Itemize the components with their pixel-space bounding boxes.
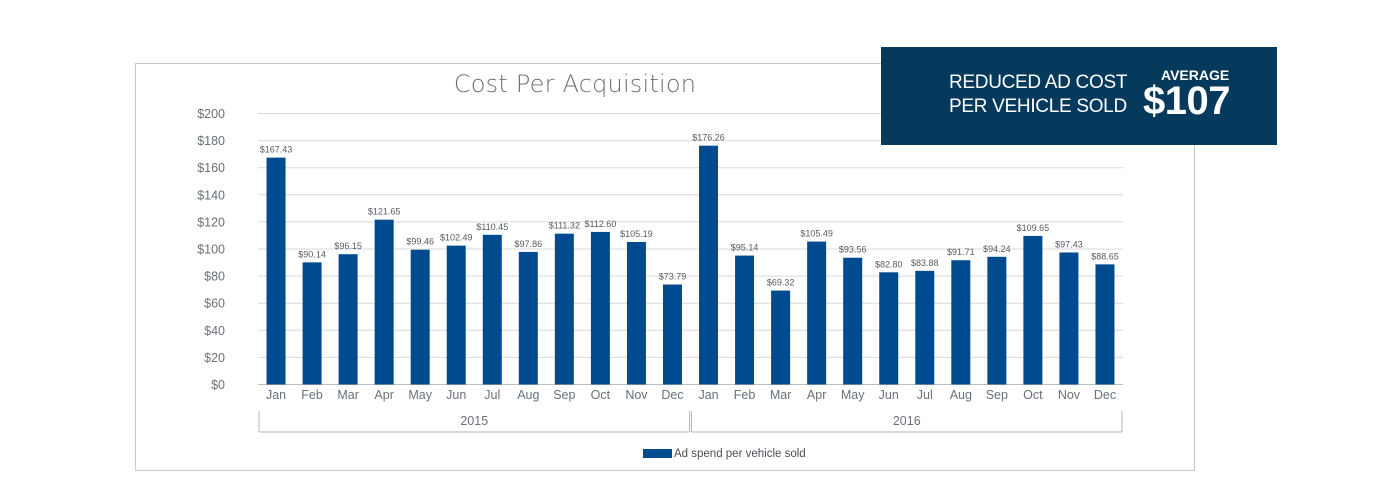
- bar: [446, 245, 466, 385]
- x-tick-label: Sep: [986, 388, 1008, 402]
- data-label: $110.45: [476, 222, 508, 232]
- bar: [374, 219, 394, 385]
- data-label: $88.65: [1091, 251, 1119, 261]
- data-label: $94.24: [983, 244, 1011, 254]
- x-tick-label: Nov: [625, 388, 648, 402]
- x-tick-label: Jul: [917, 388, 933, 402]
- y-tick-label: $160: [197, 161, 225, 175]
- bar: [482, 234, 502, 385]
- x-tick-label: Jul: [484, 388, 500, 402]
- data-label: $99.46: [406, 237, 434, 247]
- data-label: $121.65: [368, 207, 401, 217]
- data-label: $73.79: [659, 272, 687, 282]
- x-tick-label: Feb: [301, 388, 323, 402]
- data-label: $96.15: [334, 241, 362, 251]
- y-tick-label: $20: [204, 351, 225, 365]
- bar: [302, 262, 322, 385]
- bar: [987, 256, 1007, 385]
- x-tick-label: Sep: [553, 388, 575, 402]
- x-tick-label: Oct: [591, 388, 611, 402]
- x-tick-label: Dec: [661, 388, 683, 402]
- y-tick-label: $60: [204, 297, 225, 311]
- x-tick-label: Mar: [337, 388, 359, 402]
- x-tick-label: Nov: [1058, 388, 1081, 402]
- bar: [1095, 264, 1115, 385]
- data-label: $90.14: [298, 249, 326, 259]
- data-label: $112.60: [584, 219, 616, 229]
- x-tick-label: Jan: [698, 388, 718, 402]
- callout-line-1: REDUCED AD COST: [949, 72, 1128, 93]
- data-label: $111.32: [549, 221, 580, 231]
- x-tick-label: Dec: [1094, 388, 1116, 402]
- data-label: $83.88: [911, 258, 939, 268]
- bar: [410, 249, 430, 385]
- y-tick-label: $0: [211, 378, 225, 392]
- bar: [554, 233, 574, 385]
- data-label: $105.19: [620, 229, 653, 239]
- data-label: $176.26: [692, 133, 725, 143]
- average-label: AVERAGE: [1161, 67, 1230, 83]
- data-label: $102.49: [440, 233, 473, 243]
- y-tick-label: $80: [204, 270, 225, 284]
- y-tick-label: $140: [197, 188, 225, 202]
- bar: [879, 272, 899, 385]
- bar: [843, 257, 863, 385]
- y-tick-label: $120: [197, 215, 225, 229]
- x-tick-label: Jun: [879, 388, 899, 402]
- average-value: $107: [1143, 79, 1230, 123]
- bar: [1059, 252, 1079, 385]
- legend-label: Ad spend per vehicle sold: [674, 448, 806, 460]
- bar: [590, 231, 610, 385]
- x-tick-label: May: [408, 388, 432, 402]
- bar: [338, 254, 358, 385]
- data-label: $69.32: [767, 278, 795, 288]
- y-tick-label: $180: [197, 134, 225, 148]
- data-label: $97.43: [1055, 239, 1083, 249]
- data-label: $82.80: [875, 259, 903, 269]
- chart-title: Cost Per Acquisition: [453, 70, 697, 98]
- bar: [626, 241, 646, 385]
- group-label: 2015: [460, 414, 488, 428]
- data-label: $105.49: [800, 229, 833, 239]
- x-tick-label: May: [841, 388, 865, 402]
- x-tick-label: Jan: [266, 388, 286, 402]
- bar: [518, 251, 538, 385]
- data-label: $95.14: [731, 243, 759, 253]
- bar: [266, 157, 286, 385]
- callout-line-2: PER VEHICLE SOLD: [949, 96, 1127, 117]
- bar: [807, 241, 827, 385]
- x-tick-label: Apr: [374, 388, 393, 402]
- bar: [915, 270, 935, 385]
- legend-swatch: [643, 449, 672, 458]
- bar: [771, 290, 791, 385]
- x-tick-label: Apr: [807, 388, 826, 402]
- bar: [662, 284, 682, 385]
- group-label: 2016: [893, 414, 921, 428]
- bar: [951, 260, 971, 385]
- data-label: $167.43: [260, 145, 293, 155]
- data-label: $97.86: [515, 239, 543, 249]
- y-tick-label: $100: [197, 243, 225, 257]
- bar: [1023, 235, 1043, 385]
- data-label: $109.65: [1017, 223, 1050, 233]
- average-callout: REDUCED AD COST PER VEHICLE SOLD AVERAGE…: [881, 47, 1277, 145]
- y-tick-label: $40: [204, 324, 225, 338]
- data-label: $93.56: [839, 245, 867, 255]
- x-tick-label: Aug: [517, 388, 539, 402]
- x-tick-label: Jun: [446, 388, 466, 402]
- x-tick-label: Mar: [770, 388, 792, 402]
- x-tick-label: Oct: [1023, 388, 1043, 402]
- x-tick-label: Aug: [950, 388, 972, 402]
- bar: [735, 255, 755, 385]
- bar: [699, 145, 719, 385]
- data-label: $91.71: [947, 247, 975, 257]
- x-tick-label: Feb: [734, 388, 756, 402]
- y-tick-label: $200: [197, 107, 225, 121]
